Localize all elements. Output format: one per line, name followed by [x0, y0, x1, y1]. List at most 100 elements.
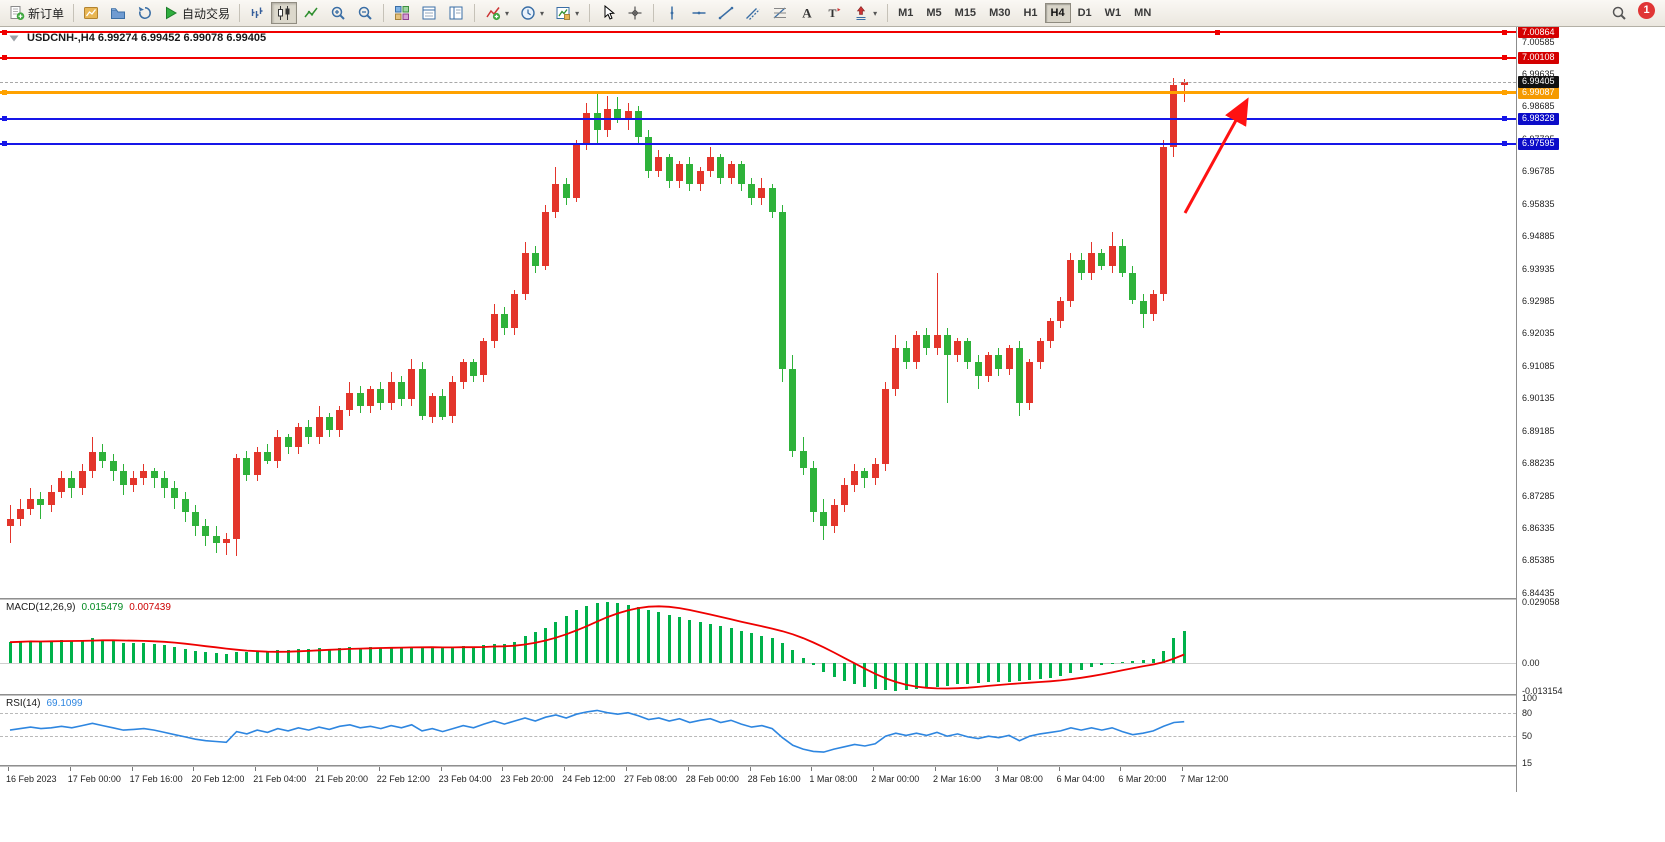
macd-histogram-bar — [739, 630, 743, 664]
time-tick — [131, 767, 133, 771]
candle — [336, 409, 344, 431]
notification-badge[interactable]: 1 — [1638, 1, 1655, 19]
periods-clock-button[interactable]: ▾ — [515, 2, 549, 24]
timeframe-h4-button[interactable]: H4 — [1044, 3, 1071, 23]
line-handle[interactable] — [2, 55, 7, 61]
macd-histogram-bar — [564, 615, 568, 664]
candle — [882, 389, 889, 465]
panel-splitter[interactable] — [0, 765, 1665, 767]
timeframe-m30-button[interactable]: M30 — [983, 3, 1016, 23]
timeframe-m1-button[interactable]: M1 — [892, 3, 919, 23]
zoom-in-button[interactable] — [325, 2, 351, 24]
candle — [377, 389, 385, 403]
text-button[interactable]: A — [794, 2, 820, 24]
rsi-panel[interactable]: RSI(14) 69.1099 — [0, 696, 1516, 765]
data-window-button[interactable] — [416, 2, 442, 24]
horizontal-line-object[interactable] — [0, 142, 1516, 145]
candle — [851, 471, 859, 485]
line-handle[interactable] — [2, 90, 7, 96]
one-click-trading-arrow-icon[interactable] — [6, 30, 22, 46]
price-axis[interactable]: 7.005856.996356.986856.977356.967856.958… — [1516, 27, 1665, 792]
price-chart[interactable]: USDCNH-,H4 6.99274 6.99452 6.99078 6.994… — [0, 27, 1516, 598]
bar-chart-icon — [249, 5, 265, 21]
line-handle[interactable] — [2, 116, 7, 122]
periods-clock-icon — [520, 5, 536, 21]
arrows-button[interactable]: ▾ — [848, 2, 882, 24]
chart-wizard-button[interactable] — [78, 2, 104, 24]
macd-histogram-bar — [307, 649, 311, 664]
line-handle[interactable] — [2, 29, 7, 35]
templates-button[interactable]: ▾ — [550, 2, 584, 24]
trendline-button[interactable] — [713, 2, 739, 24]
macd-panel[interactable]: MACD(12,26,9) 0.015479 0.007439 — [0, 600, 1516, 694]
fibonacci-button[interactable] — [767, 2, 793, 24]
candle-wick — [153, 467, 155, 489]
candle — [171, 488, 179, 499]
macd-histogram-bar — [255, 651, 259, 664]
macd-histogram-bar — [1182, 630, 1186, 664]
zoom-out-button[interactable] — [352, 2, 378, 24]
refresh-button[interactable] — [132, 2, 158, 24]
macd-histogram-bar — [770, 638, 774, 664]
new-order-button[interactable]: 新订单 — [4, 2, 69, 24]
rsi-level-line — [0, 736, 1516, 738]
candle — [923, 334, 931, 349]
macd-histogram-bar — [266, 650, 269, 664]
indicators-add-button[interactable]: ▾ — [480, 2, 514, 24]
hline-button[interactable] — [686, 2, 712, 24]
macd-histogram-bar — [430, 647, 434, 664]
line-handle[interactable] — [1502, 116, 1507, 122]
line-handle[interactable] — [1502, 55, 1507, 61]
timeframe-d1-button[interactable]: D1 — [1072, 3, 1098, 23]
time-tick — [8, 767, 9, 771]
line-handle[interactable] — [1502, 90, 1507, 96]
line-handle[interactable] — [1502, 29, 1507, 35]
channel-button[interactable] — [740, 2, 766, 24]
bar-chart-button[interactable] — [244, 2, 270, 24]
profiles-button[interactable] — [105, 2, 131, 24]
timeframe-mn-button[interactable]: MN — [1128, 3, 1157, 23]
crosshair-button[interactable] — [622, 2, 648, 24]
autotrading-button[interactable]: 自动交易 — [158, 2, 235, 24]
horizontal-line-object[interactable] — [0, 56, 1516, 59]
horizontal-line-object[interactable] — [0, 117, 1516, 120]
new-order-icon — [9, 5, 25, 21]
candle — [583, 112, 591, 144]
time-axis-label: 22 Feb 12:00 — [376, 774, 430, 784]
time-axis-label: 2 Mar 00:00 — [871, 774, 920, 784]
horizontal-line-object[interactable] — [0, 91, 1516, 95]
timeframe-m5-button[interactable]: M5 — [920, 3, 947, 23]
macd-histogram-bar — [832, 663, 836, 678]
timeframe-h1-button[interactable]: H1 — [1017, 3, 1043, 23]
timeframe-w1-button[interactable]: W1 — [1099, 3, 1128, 23]
vline-button[interactable] — [659, 2, 685, 24]
vline-icon — [664, 5, 680, 21]
candle — [820, 512, 828, 526]
trend-arrow-annotation[interactable] — [0, 27, 1516, 598]
line-handle[interactable] — [1215, 29, 1220, 35]
candle — [387, 382, 395, 403]
candle — [954, 341, 962, 356]
candle — [264, 452, 271, 461]
search-button[interactable] — [1606, 2, 1632, 24]
panel-splitter[interactable] — [0, 598, 1665, 600]
time-tick — [1058, 767, 1060, 771]
line-handle[interactable] — [1502, 141, 1507, 147]
line-chart-button[interactable] — [298, 2, 324, 24]
label-button[interactable]: T — [821, 2, 847, 24]
time-axis-label: 27 Feb 08:00 — [624, 774, 678, 784]
price-box-label: 6.97595 — [1518, 137, 1559, 150]
cursor-button[interactable] — [595, 2, 621, 24]
horizontal-line-object[interactable] — [0, 31, 1516, 33]
tile-windows-button[interactable] — [389, 2, 415, 24]
candle — [243, 457, 251, 475]
line-handle[interactable] — [2, 141, 7, 147]
panel-splitter[interactable] — [0, 694, 1665, 696]
macd-histogram-bar — [90, 638, 94, 664]
candlestick-button[interactable] — [271, 2, 298, 24]
price-axis-label: 6.84435 — [1522, 587, 1555, 598]
timeframe-m15-button[interactable]: M15 — [949, 3, 982, 23]
macd-histogram-bar — [482, 645, 486, 664]
navigator-button[interactable] — [443, 2, 469, 24]
time-axis[interactable]: 16 Feb 2023 17 Feb 00:00 17 Feb 16:00 20 Fe… — [0, 767, 1516, 792]
